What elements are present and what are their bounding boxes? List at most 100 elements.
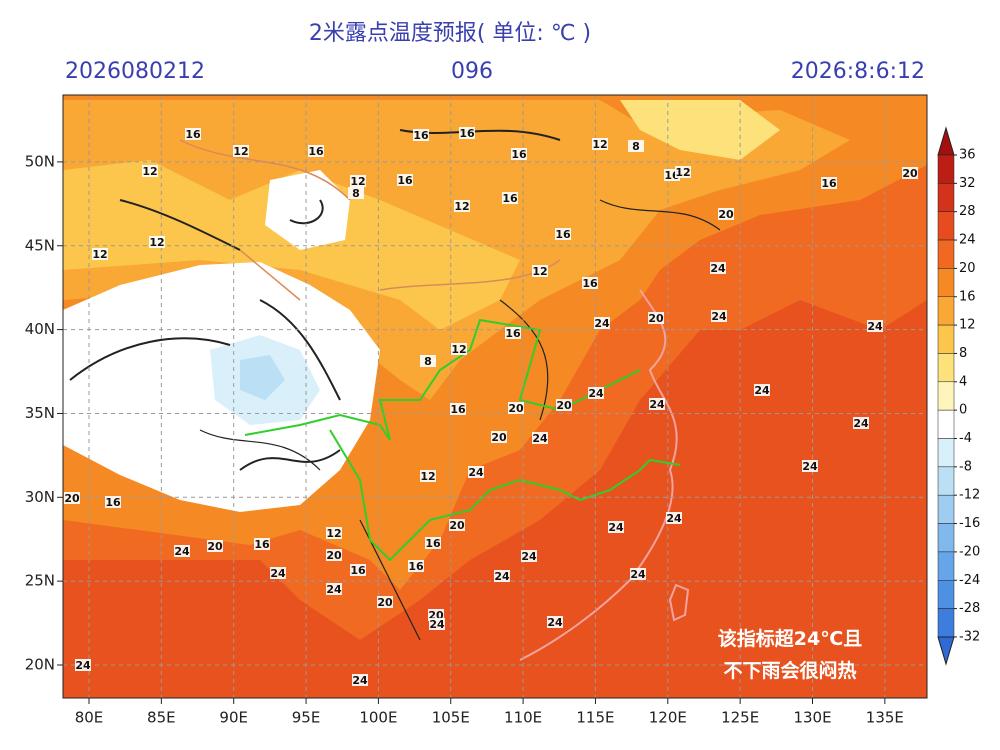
contour-label-box: [149, 236, 165, 248]
contour-label: 24: [468, 466, 484, 479]
contour-label-box: [326, 549, 342, 561]
colorbar-label: -20: [959, 544, 980, 559]
contour-label: 16: [582, 277, 598, 290]
contour-label-box: [532, 265, 548, 277]
colorbar-band: [937, 580, 955, 609]
contour-label: 24: [270, 567, 286, 580]
contour-label: 12: [454, 200, 469, 213]
x-tick-label: 95E: [292, 709, 321, 727]
y-tick-label: 20N: [25, 656, 55, 674]
contour-label: 12: [420, 470, 435, 483]
contour-label-box: [350, 564, 366, 576]
contour-label: 24: [754, 384, 770, 397]
map-frame: [62, 94, 928, 699]
contour-label: 8: [632, 140, 640, 153]
contour-label: 24: [867, 320, 883, 333]
contour-label: 24: [711, 310, 727, 323]
contour-label: 20: [491, 431, 507, 444]
contour-label-box: [666, 512, 682, 524]
contour-label: 24: [802, 460, 818, 473]
contour-label-box: [853, 417, 869, 429]
contour-label: 12: [326, 527, 341, 540]
lead-hours: 096: [451, 59, 493, 84]
x-tick-label: 80E: [75, 709, 104, 727]
contour-label-box: [185, 128, 201, 140]
contour-label-box: [105, 496, 121, 508]
contour-label: 16: [505, 327, 521, 340]
colorbar-band: [937, 268, 955, 297]
colorbar-end: [937, 126, 955, 156]
colorbar-label: 32: [959, 176, 976, 191]
contour-label: 24: [521, 550, 537, 563]
contour-label-box: [326, 527, 342, 539]
contour-label: 12: [675, 166, 690, 179]
colorbar-label: -12: [959, 488, 980, 503]
contour-label-box: [429, 618, 445, 630]
contour-label: 20: [449, 519, 465, 532]
contour-label-box: [207, 540, 223, 552]
colorbar-label: 8: [959, 346, 967, 361]
contour-label-box: [468, 466, 484, 478]
contour-label-box: [649, 398, 665, 410]
contour-label-box: [450, 403, 466, 415]
contour-label-box: [711, 310, 727, 322]
x-tick-label: 85E: [147, 709, 176, 727]
contour-label: 24: [594, 317, 610, 330]
contour-label-box: [594, 317, 610, 329]
contour-label-box: [821, 177, 837, 189]
contour-label-box: [270, 567, 286, 579]
x-tick-label: 100E: [359, 709, 397, 727]
contour-label: 12: [233, 145, 248, 158]
contour-label: 16: [397, 174, 413, 187]
contour-label: 16: [350, 564, 366, 577]
contour-label-box: [582, 277, 598, 289]
contour-label: 24: [853, 417, 869, 430]
colorbar-band: [937, 211, 955, 241]
contour-label: 12: [451, 343, 466, 356]
colorbar-label: -24: [959, 573, 980, 588]
x-tick-label: 105E: [432, 709, 470, 727]
x-tick-label: 90E: [219, 709, 248, 727]
contour-label: 16: [459, 127, 475, 140]
contour-label: 24: [630, 568, 646, 581]
contour-label: 20: [648, 312, 664, 325]
contour-label: 24: [710, 262, 726, 275]
contour-label-box: [718, 208, 734, 220]
colorbar-label: 20: [959, 261, 976, 276]
colorbar-band: [937, 296, 955, 326]
contour-label: 12: [592, 138, 607, 151]
contour-label: 16: [450, 403, 466, 416]
x-tick-label: 110E: [504, 709, 542, 727]
contour-label-box: [425, 537, 441, 549]
contour-label-box: [413, 129, 429, 141]
contour-label-box: [555, 228, 571, 240]
contour-label: 8: [352, 187, 360, 200]
contour-label: 16: [502, 192, 518, 205]
contour-label-box: [449, 519, 465, 531]
contour-label: 24: [666, 512, 682, 525]
contour-label: 24: [547, 616, 563, 629]
contour-label-box: [710, 262, 726, 274]
contour-label-box: [508, 402, 524, 414]
colorbar-band: [937, 183, 955, 212]
colorbar-label: 0: [959, 403, 967, 418]
contour-label: 20: [326, 549, 342, 562]
contour-label: 12: [149, 236, 164, 249]
contour-label-box: [459, 127, 475, 139]
contour-label: 12: [350, 175, 365, 188]
contour-label: 20: [64, 492, 80, 505]
contour-label-box: [64, 492, 80, 504]
colorbar-band: [937, 523, 955, 553]
y-tick-label: 40N: [25, 320, 55, 338]
contour-label-box: [556, 399, 572, 411]
colorbar-label: -32: [959, 629, 980, 644]
contour-label-box: [608, 521, 624, 533]
x-tick-label: 125E: [721, 709, 759, 727]
contour-label-box: [628, 140, 644, 152]
contour-label-box: [491, 431, 507, 443]
x-tick-label: 130E: [793, 709, 831, 727]
contour-label-box: [142, 165, 158, 177]
y-tick-label: 30N: [25, 488, 55, 506]
contour-label-box: [326, 583, 342, 595]
